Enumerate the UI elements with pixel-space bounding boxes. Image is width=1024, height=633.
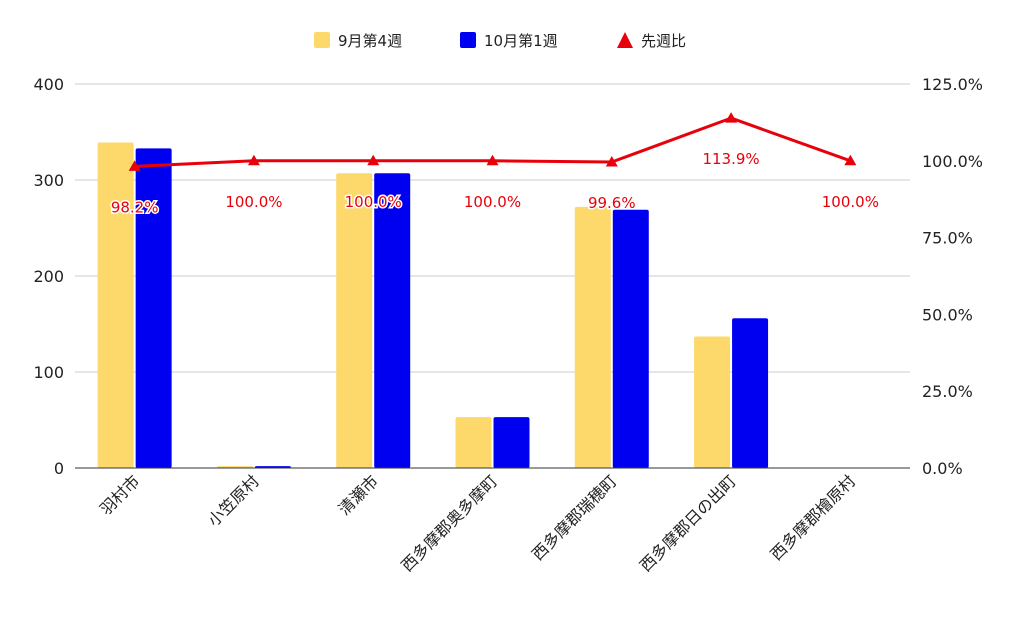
legend-swatch — [460, 32, 476, 48]
ratio-line — [128, 112, 857, 171]
ratio-point-marker — [247, 154, 260, 166]
ratio-data-label: 100.0% — [822, 193, 879, 211]
y-right-tick-label: 125.0% — [922, 75, 983, 94]
bar-sep-week4 — [336, 173, 373, 468]
y-left-tick-label: 300 — [33, 171, 64, 190]
ratio-point-marker — [128, 160, 141, 171]
ratio-data-label: 113.9% — [702, 150, 759, 168]
legend-label: 10月第1週 — [484, 32, 558, 50]
ratio-data-label: 100.0% — [225, 193, 282, 211]
category-label: 西多摩郡檜原村 — [767, 471, 860, 564]
y-left-tick-label: 200 — [33, 267, 64, 286]
y-axis-right: 0.0% 25.0% 50.0% 75.0% 100.0% 125.0% — [922, 75, 983, 478]
ratio-data-label: 100.0% — [345, 193, 402, 211]
y-right-tick-label: 100.0% — [922, 152, 983, 171]
bar-oct-week1 — [612, 209, 649, 468]
bar-sep-week4 — [455, 417, 492, 468]
category-label: 西多摩郡奥多摩町 — [397, 471, 501, 575]
ratio-point-marker — [605, 156, 618, 167]
y-axis-left: 0 100 200 300 400 — [33, 75, 64, 478]
bar-sep-week4 — [574, 206, 611, 468]
category-label: 小笠原村 — [204, 471, 263, 530]
ratio-point-marker — [844, 154, 857, 166]
y-right-tick-label: 25.0% — [922, 382, 973, 401]
bars — [97, 142, 769, 468]
bar-sep-week4 — [97, 142, 134, 468]
legend-label: 先週比 — [641, 32, 686, 50]
bar-oct-week1 — [732, 318, 769, 468]
bar-oct-week1 — [135, 148, 172, 468]
category-label: 清瀬市 — [335, 471, 382, 518]
gridlines — [75, 83, 910, 373]
ratio-data-label: 100.0% — [464, 193, 521, 211]
legend-swatch — [314, 32, 330, 48]
ratio-data-label: 99.6% — [588, 194, 636, 212]
bar-sep-week4 — [694, 336, 731, 468]
legend-label: 9月第4週 — [338, 32, 402, 50]
ratio-data-label: 98.2% — [111, 198, 159, 216]
y-right-tick-label: 0.0% — [922, 459, 963, 478]
bar-oct-week1 — [374, 173, 411, 468]
bar-oct-week1 — [493, 417, 530, 468]
ratio-point-marker — [367, 154, 380, 166]
ratio-point-marker — [725, 112, 738, 123]
y-right-tick-label: 50.0% — [922, 305, 973, 324]
legend-triangle-icon — [617, 32, 633, 48]
y-right-tick-label: 75.0% — [922, 229, 973, 248]
legend: 9月第4週 10月第1週 先週比 — [314, 32, 686, 50]
ratio-labels: 98.2% 100.0% 100.0% 100.0% 99.6% 113.9% 100.0% — [109, 149, 880, 218]
category-label: 西多摩郡瑞穂町 — [528, 471, 621, 564]
ratio-point-marker — [486, 154, 499, 166]
category-labels: 羽村市 小笠原村 清瀬市 西多摩郡奥多摩町 西多摩郡瑞穂町 西多摩郡日の出町 西多摩郡檜原村 — [96, 471, 859, 575]
y-left-tick-label: 400 — [33, 75, 64, 94]
y-left-tick-label: 100 — [33, 363, 64, 382]
category-label: 西多摩郡日の出町 — [636, 471, 740, 575]
category-label: 羽村市 — [96, 471, 143, 518]
y-left-tick-label: 0 — [54, 459, 64, 478]
